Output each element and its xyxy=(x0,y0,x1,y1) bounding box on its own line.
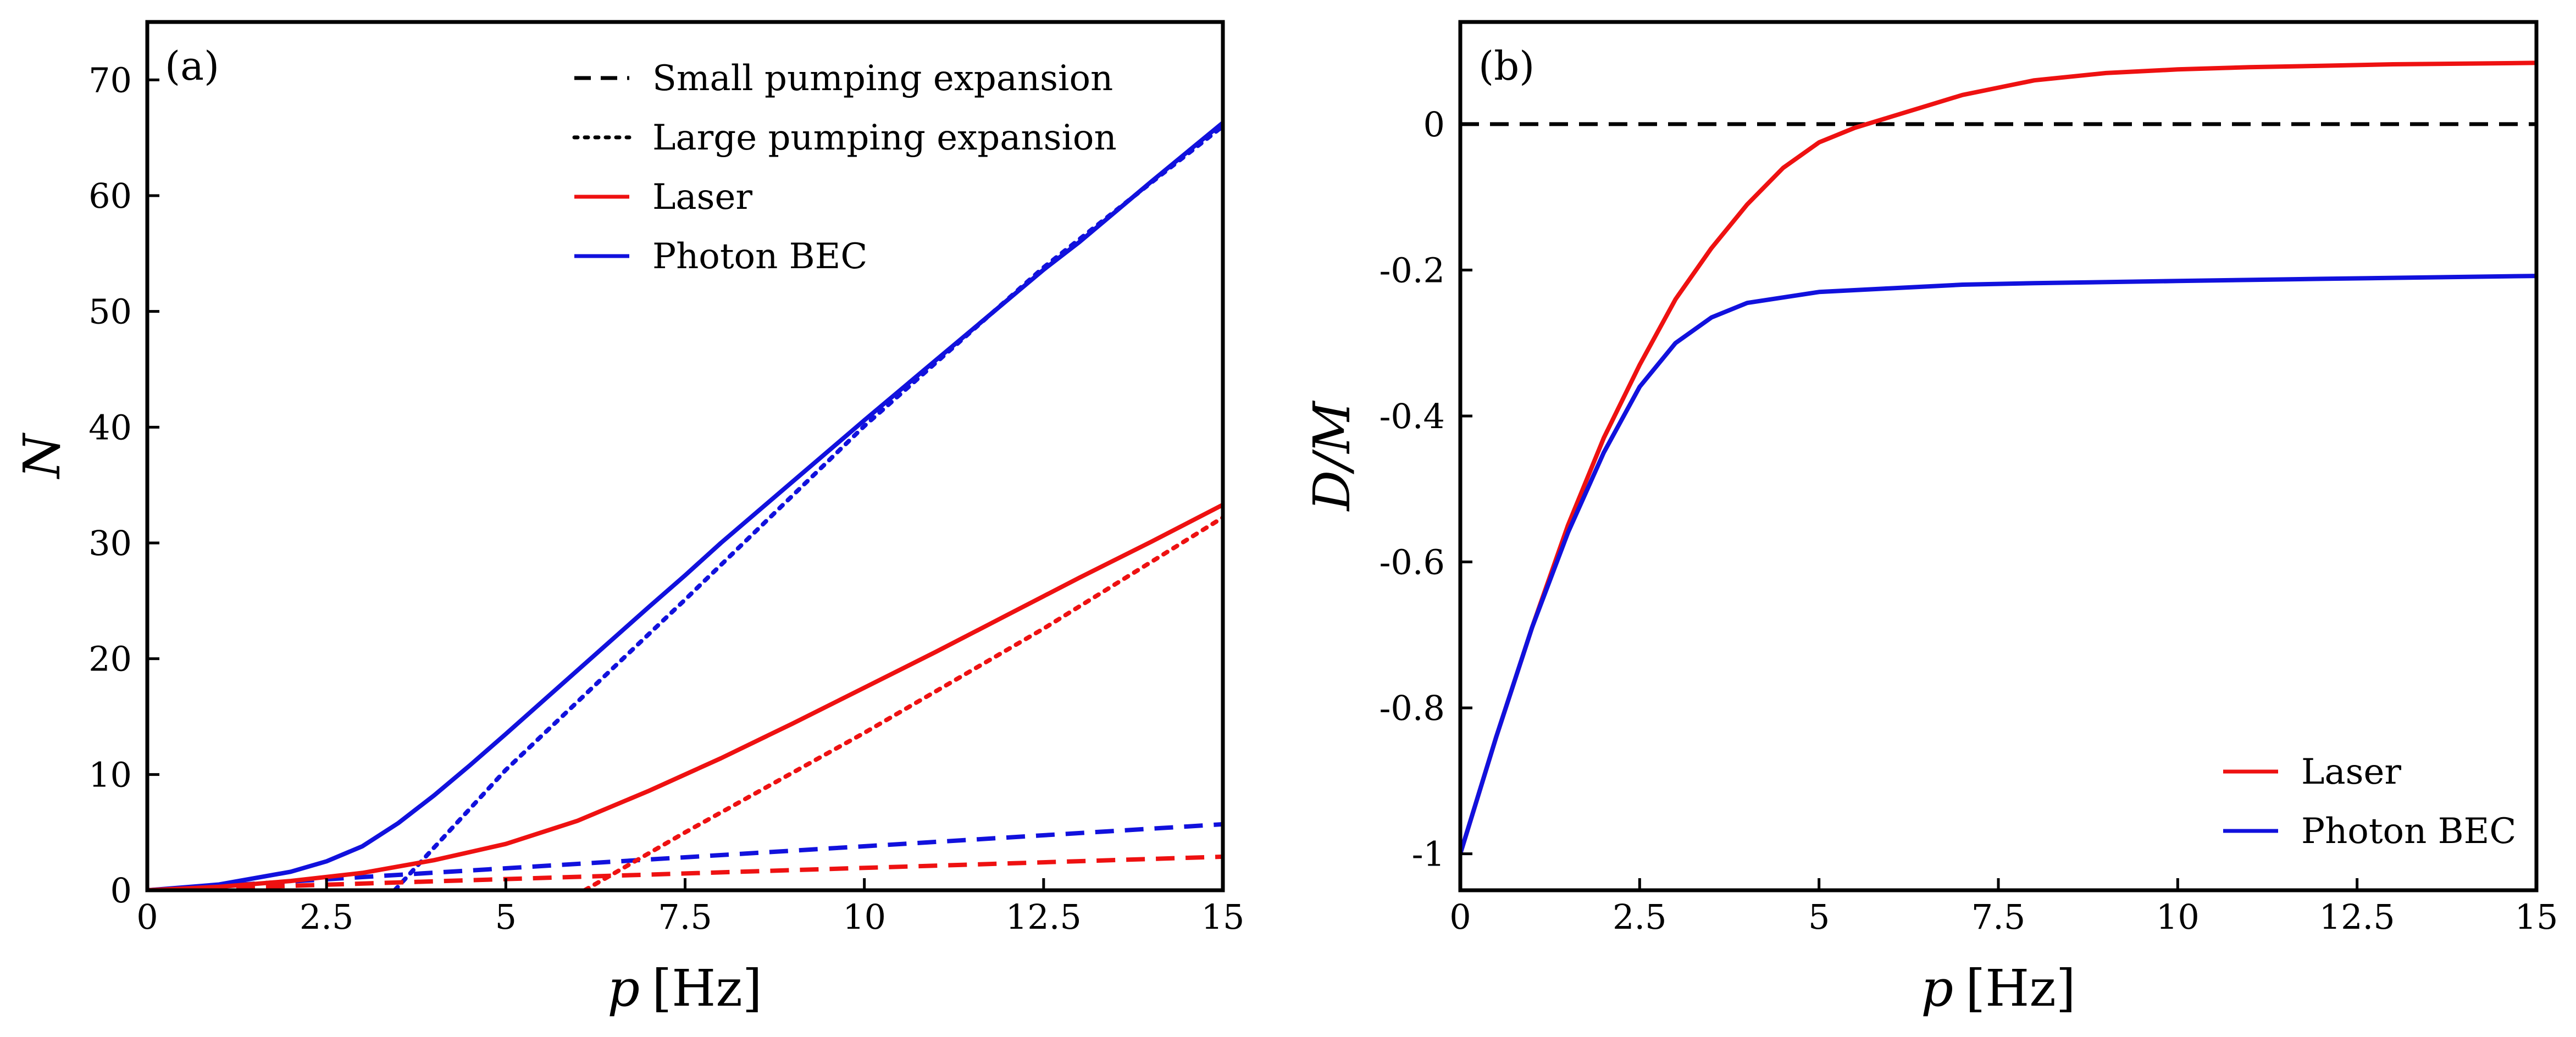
panel-a-xlabel: p [Hz] xyxy=(607,959,762,1018)
panel-b-series-photon-bec xyxy=(1460,274,2536,855)
panel-b-xlabel: p [Hz] xyxy=(1921,959,2075,1018)
panel-a-xtick-label: 2.5 xyxy=(300,897,354,937)
panel-b-ytick-label: -1 xyxy=(1412,834,1445,874)
panel-b-ytick-label: -0.4 xyxy=(1379,396,1445,436)
panel-a-ylabel: N xyxy=(13,432,71,479)
panel-a-xtick-label: 5 xyxy=(495,897,517,937)
panel-b-legend: Laser Photon BEC xyxy=(2223,752,2516,852)
panel-a-xtick-label: 15 xyxy=(1201,897,1245,937)
panel-a-ytick-label: 60 xyxy=(88,176,132,216)
panel-a-ticks: 0 2.5 5 7.5 10 12.5 15 0 10 20 30 40 50 60 70 xyxy=(88,60,1244,937)
panel-b-ytick-label: -0.8 xyxy=(1379,688,1445,728)
panel-a-frame xyxy=(145,20,1225,892)
panel-a-xtick-label: 12.5 xyxy=(1006,897,1082,937)
panel-b-chart: 0 2.5 5 7.5 10 12.5 150-0.2-0.4-0.6-0.8-1 (b) … xyxy=(1303,20,2558,1018)
panel-b-label: (b) xyxy=(1478,43,1534,89)
panel-a-xtick-label: 7.5 xyxy=(658,897,712,937)
panel-b-xtick-label: 0 xyxy=(1449,897,1471,937)
panel-b-legend-label: Photon BEC xyxy=(2301,811,2516,852)
panel-a-ytick-label: 40 xyxy=(88,407,132,447)
panel-a-series-laser xyxy=(147,502,1223,890)
panel-a-ytick-label: 70 xyxy=(88,60,132,100)
panel-b-ytick-label: -0.2 xyxy=(1379,250,1445,290)
panel-b-xlabel-var: p xyxy=(1921,959,1953,1018)
panel-a-legend-label: Small pumping expansion xyxy=(652,58,1113,99)
panel-b-xtick-label: 2.5 xyxy=(1613,897,1667,937)
panel-b-xtick-label: 15 xyxy=(2515,897,2558,937)
panel-a-label: (a) xyxy=(165,43,219,89)
panel-a-ytick-label: 0 xyxy=(110,870,132,911)
panel-a-series-laser-large-pumping xyxy=(582,515,1223,890)
panel-b-xtick-label: 7.5 xyxy=(1971,897,2026,937)
panel-b-series xyxy=(1460,60,2536,855)
panel-a-legend-label: Laser xyxy=(652,177,752,218)
panel-a-legend-label: Large pumping expansion xyxy=(652,118,1117,158)
panel-b-ytick-label: 0 xyxy=(1423,104,1445,145)
panel-b-xtick-label: 10 xyxy=(2156,897,2200,937)
panel-b-series-laser xyxy=(1460,60,2536,855)
panel-b-ytick-label: -0.6 xyxy=(1379,542,1445,583)
panel-b-xtick-label: 12.5 xyxy=(2319,897,2395,937)
panel-b-frame xyxy=(1458,20,2539,892)
panel-a-ytick-label: 10 xyxy=(88,755,132,795)
panel-a-series-photon-bec-large-pumping xyxy=(392,124,1223,890)
panel-a-xtick-label: 10 xyxy=(843,897,886,937)
panel-a-ytick-label: 30 xyxy=(88,523,132,563)
panel-b-ticks: 0 2.5 5 7.5 10 12.5 15 0 -0.2 -0.4 -0.6 -0.8 -1 xyxy=(1379,104,2558,937)
panel-b-legend-label: Laser xyxy=(2301,752,2401,792)
panel-a-ytick-label: 20 xyxy=(88,639,132,679)
panel-a-legend: Small pumping expansion Large pumping exp… xyxy=(572,58,1117,277)
panel-b-xlabel-unit: [Hz] xyxy=(1965,959,2076,1018)
panel-a-legend-label: Photon BEC xyxy=(652,236,867,277)
panel-b-ylabel: D/M xyxy=(1303,400,1361,512)
panel-b-xtick-label: 5 xyxy=(1808,897,1830,937)
panel-a-chart: 0 2.5 5 7.5 10 12.5 15 0 10 20 30 40 50 60 70 (a) Smal… xyxy=(13,20,1244,1018)
panel-a-ytick-label: 50 xyxy=(88,292,132,332)
panel-a-xtick-label: 0 xyxy=(136,897,158,937)
panel-a-xlabel-unit: [Hz] xyxy=(652,959,762,1018)
panel-a-xlabel-var: p xyxy=(607,959,640,1018)
